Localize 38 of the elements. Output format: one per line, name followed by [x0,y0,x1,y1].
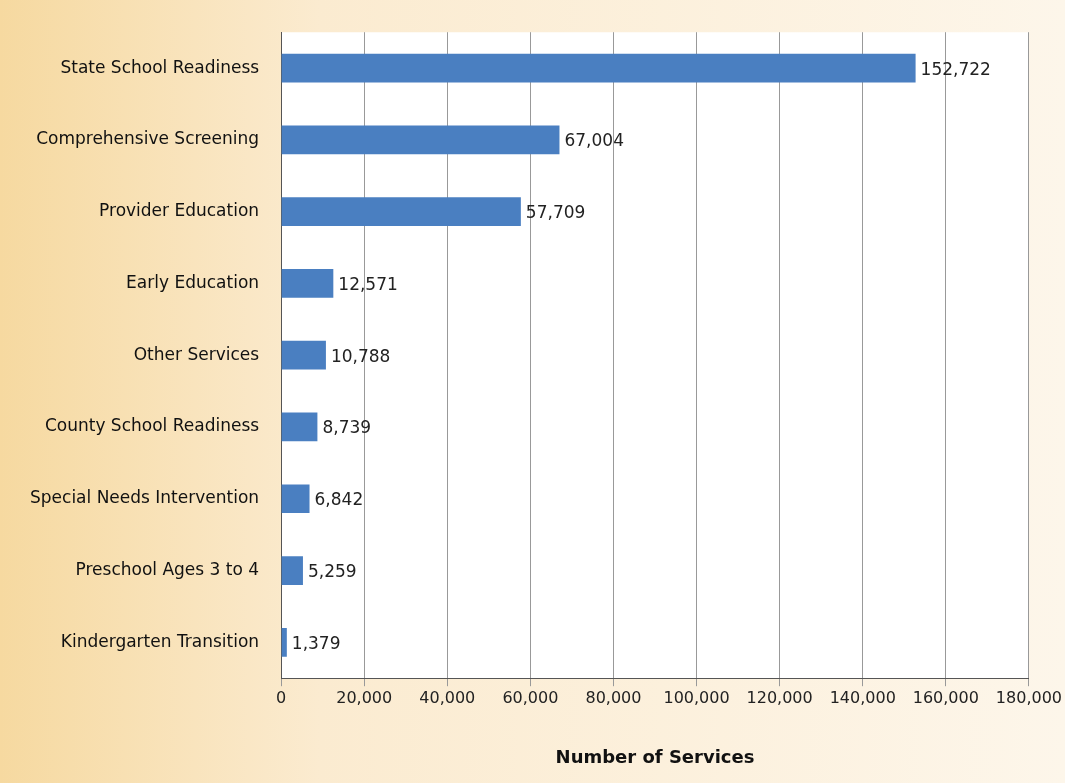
bar [281,484,310,514]
x-tick-label: 120,000 [746,687,813,707]
x-tick-label: 140,000 [829,687,896,707]
bar [281,125,560,155]
bar [281,197,521,226]
y-tick-label: State School Readiness [60,56,260,77]
x-tick-label: 20,000 [336,687,393,707]
y-tick-label: Preschool Ages 3 to 4 [75,558,260,579]
bar [281,53,916,83]
x-tick-label: 0 [276,687,287,707]
bar [281,340,326,370]
bar [281,627,287,657]
data-label: 57,709 [525,202,586,223]
data-label: 8,739 [322,417,372,438]
bar [281,556,303,585]
data-label: 12,571 [338,273,398,294]
x-axis-title: Number of Services [555,745,755,767]
x-tick-label: 40,000 [419,687,476,707]
x-tick-label: 160,000 [912,687,979,707]
data-label: 6,842 [314,489,364,510]
y-tick-label: County School Readiness [44,415,260,436]
bar [281,412,318,442]
x-tick-label: 60,000 [502,687,559,707]
y-tick-label: Special Needs Intervention [29,487,260,508]
x-tick-label: 100,000 [663,687,730,707]
y-tick-label: Comprehensive Screening [36,128,260,149]
y-tick-label: Other Services [133,343,260,364]
y-tick-label: Early Education [126,271,260,292]
data-label: 1,379 [291,632,341,653]
x-tick-label: 80,000 [585,687,642,707]
data-label: 10,788 [330,345,391,366]
data-label: 67,004 [564,130,624,151]
data-label: 152,722 [920,58,991,79]
bar [281,269,334,298]
y-tick-label: Kindergarten Transition [60,630,260,651]
x-tick-label: 180,000 [995,687,1062,707]
data-label: 5,259 [307,560,357,581]
y-tick-label: Provider Education [99,200,260,221]
